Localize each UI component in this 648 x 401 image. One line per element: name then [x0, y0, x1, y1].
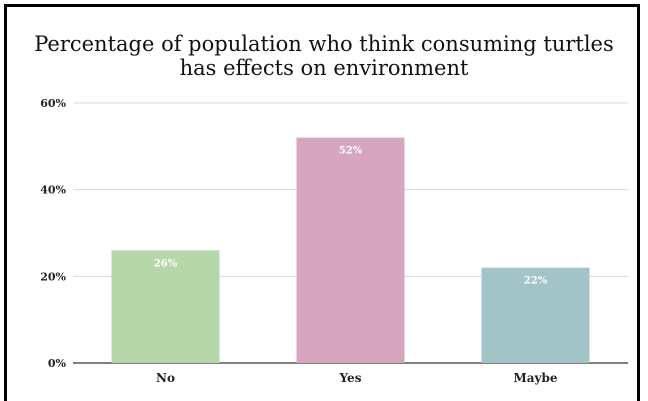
y-tick-label: 0% [48, 357, 67, 370]
x-tick-label: Yes [339, 371, 362, 385]
y-tick-label: 20% [40, 270, 66, 283]
chart-title: Percentage of population who think consu… [0, 32, 648, 80]
y-tick-label: 60% [40, 97, 66, 110]
chart-title-line-2: has effects on environment [179, 56, 469, 80]
data-label: 22% [524, 276, 548, 287]
data-label: 52% [339, 146, 363, 157]
bar-yes [296, 137, 405, 363]
bar-no [111, 250, 220, 363]
x-tick-label: Maybe [513, 371, 557, 385]
y-tick-label: 40% [40, 184, 66, 197]
data-label: 26% [154, 258, 178, 269]
bar-maybe [481, 267, 590, 363]
chart-title-line-1: Percentage of population who think consu… [34, 32, 614, 56]
x-tick-label: No [156, 371, 175, 385]
